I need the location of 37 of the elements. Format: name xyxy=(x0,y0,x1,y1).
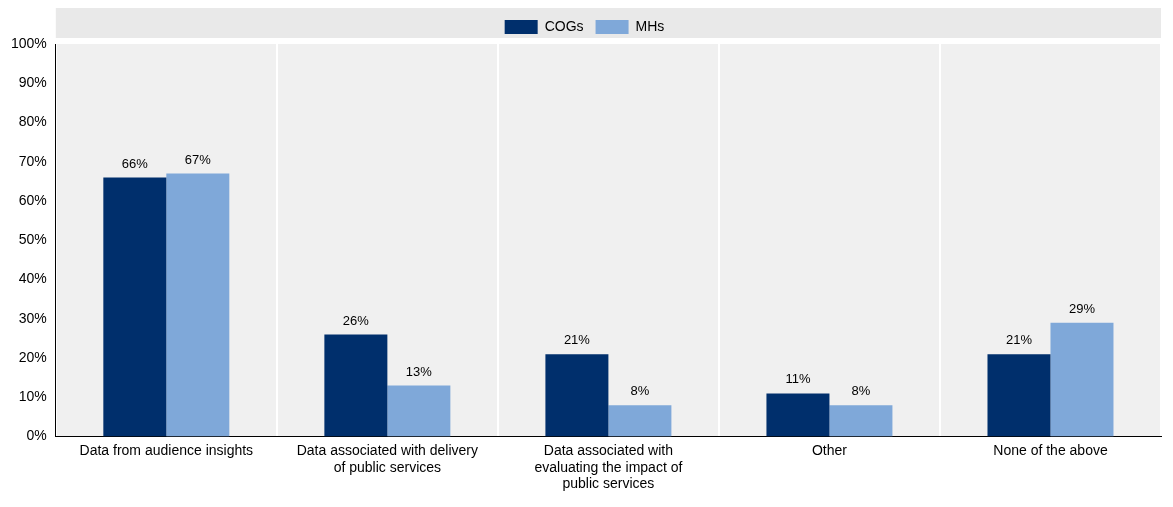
y-tick-label: 10% xyxy=(18,388,47,405)
legend-label: MHs xyxy=(635,17,665,34)
legend-label: COGs xyxy=(544,17,584,34)
bar xyxy=(608,405,672,437)
x-tick-label: Other xyxy=(811,441,848,458)
bar xyxy=(987,354,1051,437)
data-label: 11% xyxy=(785,371,811,387)
y-tick-label: 100% xyxy=(10,34,47,51)
bar xyxy=(166,173,230,437)
bar xyxy=(545,354,609,437)
x-tick-label: Data associated with delivery of public services xyxy=(296,441,479,475)
data-label: 21% xyxy=(1005,332,1033,348)
data-label: 8% xyxy=(851,383,871,399)
x-tick-label: Data from audience insights xyxy=(79,441,254,458)
data-label: 21% xyxy=(563,332,591,348)
y-tick-label: 50% xyxy=(18,231,47,248)
bar xyxy=(1050,322,1114,437)
y-tick-label: 20% xyxy=(18,348,47,365)
y-tick-label: 90% xyxy=(18,74,47,91)
y-tick-label: 40% xyxy=(18,270,47,287)
x-tick-label: Data associated with evaluating the impact of public services xyxy=(534,441,683,492)
data-label: 8% xyxy=(630,383,650,399)
bar xyxy=(766,393,830,437)
y-tick-label: 70% xyxy=(18,152,47,169)
bar xyxy=(103,177,167,437)
y-tick-label: 80% xyxy=(18,113,47,130)
y-tick-label: 30% xyxy=(18,309,47,326)
data-label: 26% xyxy=(342,312,370,328)
data-label: 13% xyxy=(405,363,433,379)
data-label: 66% xyxy=(121,155,149,171)
bar xyxy=(387,385,451,437)
y-tick-label: 0% xyxy=(26,427,47,444)
x-tick-label: None of the above xyxy=(993,441,1108,458)
y-tick-label: 60% xyxy=(18,191,47,208)
data-label: 29% xyxy=(1068,300,1096,316)
data-label: 67% xyxy=(184,151,212,167)
bar xyxy=(324,334,388,437)
